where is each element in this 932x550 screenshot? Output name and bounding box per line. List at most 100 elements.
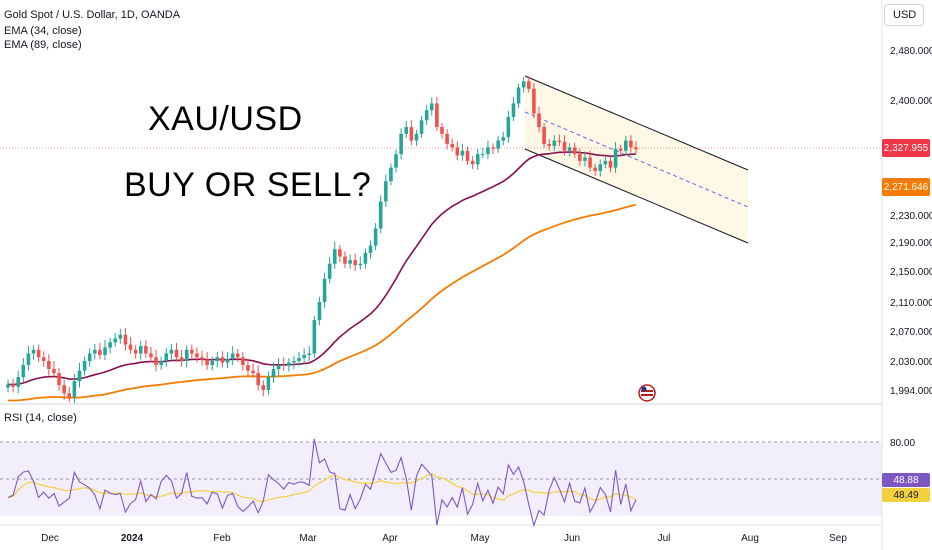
candle-body: [593, 167, 597, 172]
candle-body: [281, 365, 286, 367]
rsi-lines: [0, 438, 882, 528]
candle-body: [557, 140, 562, 142]
candle-body: [353, 260, 357, 266]
legend-ema34: EMA (34, close): [4, 25, 82, 37]
candle-body: [205, 359, 209, 366]
rsi-ma-value-label: 48.49: [882, 488, 930, 502]
flag-icon: [638, 384, 656, 402]
rsi-tick-label: 80.00: [890, 438, 915, 449]
candle-body: [235, 353, 240, 358]
candle-body: [138, 346, 143, 354]
candle-body: [67, 393, 72, 398]
candle-body: [179, 357, 184, 361]
candle-body: [486, 147, 490, 155]
ema89-line: [8, 203, 637, 402]
candle-body: [322, 278, 327, 302]
candle-body: [542, 127, 546, 144]
candle-body: [373, 228, 378, 246]
candle-body: [511, 103, 516, 117]
candle-body: [368, 245, 373, 253]
candle-body: [358, 263, 363, 266]
candle-body: [256, 373, 260, 386]
candle-body: [225, 358, 230, 363]
candle-body: [450, 143, 454, 148]
candle-body: [77, 370, 82, 382]
headline-question: BUY OR SELL?: [124, 166, 372, 204]
y-tick-label: 2,030.000: [890, 357, 932, 368]
candle-body: [598, 164, 603, 172]
channel-lower: [524, 148, 749, 244]
candle-body: [246, 365, 250, 371]
candle-body: [501, 137, 506, 141]
candle-body: [440, 127, 444, 134]
last-price-label: 2,327.955: [882, 139, 930, 157]
candle-body: [429, 103, 434, 111]
candle-body: [47, 361, 51, 370]
candle-body: [36, 349, 41, 358]
y-axis-ticks: 2,480.000 2,400.000 2,230.000 2,190.000 2,15…: [890, 46, 932, 397]
candle-body: [87, 353, 92, 361]
candle-body: [6, 384, 10, 388]
candle-body: [384, 181, 388, 202]
candle-body: [128, 344, 133, 350]
candle-body: [159, 361, 163, 366]
candle-body: [31, 349, 36, 354]
candle-body: [41, 357, 46, 361]
ema34-line: [7, 151, 637, 386]
candle-body: [547, 143, 552, 146]
channel-mid: [524, 111, 749, 208]
candle-body: [348, 260, 352, 264]
candle-body: [123, 334, 128, 345]
candle-body: [82, 361, 87, 371]
channel-upper: [524, 75, 749, 171]
candle-body: [409, 127, 414, 141]
candle-body: [261, 385, 266, 390]
currency-button[interactable]: USD: [884, 4, 924, 26]
y-tick-label: 2,480.000: [890, 46, 932, 57]
y-tick-label: 2,230.000: [890, 211, 932, 222]
candle-body: [578, 154, 582, 161]
candle-body: [363, 252, 368, 264]
candle-body: [210, 361, 215, 366]
candle-body: [220, 357, 225, 363]
x-tick-label: Jul: [658, 533, 671, 544]
candle-body: [399, 133, 403, 155]
y-tick-label: 2,190.000: [890, 238, 932, 249]
candle-body: [200, 357, 204, 360]
y-tick-label: 2,400.000: [890, 96, 932, 107]
candle-body: [62, 385, 66, 394]
x-tick-label: 2024: [121, 533, 144, 544]
candle-body: [113, 338, 118, 343]
candle-body: [404, 127, 409, 134]
candle-body: [92, 349, 97, 354]
candle-body: [169, 349, 174, 354]
candle-body: [343, 256, 347, 264]
candle-body: [506, 116, 511, 138]
candle-body: [292, 361, 296, 363]
candle-body: [332, 249, 337, 264]
candle-body: [302, 355, 306, 358]
candle-body: [583, 157, 587, 161]
candle-body: [608, 160, 613, 168]
candle-body: [317, 302, 322, 321]
candle-body: [552, 140, 557, 146]
candle-body: [526, 81, 531, 89]
ema89-price-label: 2,271.646: [882, 178, 930, 196]
candle-body: [603, 160, 608, 165]
candle-body: [327, 263, 332, 279]
candle-body: [465, 150, 470, 161]
candle-body: [537, 113, 541, 128]
candle-body: [21, 365, 26, 378]
x-tick-label: Sep: [829, 533, 847, 544]
candle-body: [481, 154, 485, 156]
candle-body: [98, 349, 102, 355]
candle-body: [230, 353, 235, 359]
candle-body: [491, 147, 495, 149]
candle-body: [618, 148, 623, 151]
candle-body: [516, 87, 521, 104]
x-tick-label: Jun: [564, 533, 580, 544]
candle-body: [215, 357, 220, 361]
candle-body: [567, 147, 572, 151]
candle-body: [419, 120, 424, 134]
